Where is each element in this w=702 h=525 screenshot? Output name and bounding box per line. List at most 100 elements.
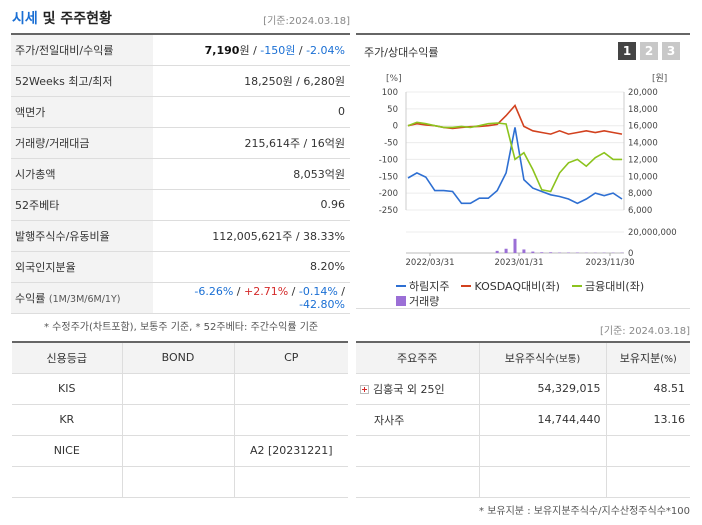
right-tick-label: 18,000 xyxy=(628,105,658,115)
separator: / xyxy=(288,284,299,298)
legend-label: 하림지주 xyxy=(409,279,450,293)
separator: / xyxy=(233,284,244,298)
right-tick-label: 6,000 xyxy=(628,206,652,216)
chart-tab-2[interactable]: 2 xyxy=(640,42,658,60)
row-value: 112,005,621주 / 38.33% xyxy=(153,220,350,252)
right-tick-label: 20,000 xyxy=(628,88,658,98)
expand-plus-icon[interactable] xyxy=(360,384,369,394)
chart-legend: 하림지주 KOSDAQ대비(좌) 금융대비(좌) 거래량 xyxy=(396,278,686,308)
table-cell xyxy=(121,404,234,436)
row-label: 거래량/거래대금 xyxy=(11,127,153,159)
row-value: 215,614주 / 16억원 xyxy=(153,127,350,159)
holders-base-date: [기준: 2024.03.18] xyxy=(599,326,690,337)
return-1m: -6.26% xyxy=(194,284,234,298)
price-value: 7,190원 / -150원 / -2.04% xyxy=(153,34,350,66)
holder-name xyxy=(356,466,479,498)
left-tick-label: -250 xyxy=(379,206,398,216)
return-6m: -0.14% xyxy=(298,284,338,298)
holder-shares: 54,329,015 xyxy=(478,373,606,405)
holder-pct xyxy=(605,466,690,498)
table-row xyxy=(356,466,690,498)
separator: / xyxy=(295,43,307,57)
legend-swatch xyxy=(396,284,406,287)
holder-name-cell: 김홍국 외 25인 xyxy=(356,373,479,405)
legend-item-holdings: 하림지주 xyxy=(396,278,449,294)
table-cell xyxy=(121,466,234,498)
price-table-note: * 수정주가(차트포함), 보통주 기준, * 52주베타: 주간수익률 기준 xyxy=(44,322,319,333)
col-header: 주요주주 xyxy=(356,342,479,374)
credit-rating-table: 신용등급 BOND CP KIS KR NICE A2 [20231221] xyxy=(12,341,348,498)
return-1y: -42.80% xyxy=(299,297,345,311)
x-tick-label: 2023/01/31 xyxy=(495,258,544,268)
col-header-sub: (%) xyxy=(660,353,677,365)
left-tick-label: -100 xyxy=(379,155,398,165)
chart-tab-1[interactable]: 1 xyxy=(618,42,636,60)
chart-title: 주가/상대수익률 xyxy=(364,46,439,59)
separator: / xyxy=(337,284,345,298)
left-tick-label: 50 xyxy=(387,105,398,115)
table-row: 52주베타 0.96 xyxy=(11,189,350,221)
section-title: 시세 및 주주현황 xyxy=(12,8,112,28)
table-cell xyxy=(121,373,234,405)
chart-tab-group: 1 2 3 xyxy=(618,42,680,60)
legend-label: KOSDAQ대비(좌) xyxy=(474,279,560,293)
holder-pct: 13.16 xyxy=(605,404,690,436)
table-row: 주가/전일대비/수익률 7,190원 / -150원 / -2.04% xyxy=(11,34,350,66)
volume-bar xyxy=(513,238,517,253)
return-3m: +2.71% xyxy=(244,284,289,298)
series-line-3 xyxy=(407,121,622,193)
right-tick-label: 14,000 xyxy=(628,139,658,149)
right-tick-label: 16,000 xyxy=(628,122,658,132)
price-unit: 원 xyxy=(239,43,250,57)
col-header: CP xyxy=(233,342,348,374)
major-holders-table: 주요주주 보유주식수(보통) 보유지분(%) 김홍국 외 25인 54,329,… xyxy=(356,341,690,498)
price-info-table: 주가/전일대비/수익률 7,190원 / -150원 / -2.04% 52We… xyxy=(11,33,350,314)
table-row: KIS xyxy=(12,373,348,405)
left-tick-label: -200 xyxy=(379,189,398,199)
volume-bar xyxy=(495,250,499,253)
row-label: 시가총액 xyxy=(11,158,153,190)
row-value: 0.96 xyxy=(153,189,350,221)
row-label: 액면가 xyxy=(11,96,153,128)
separator: / xyxy=(249,43,261,57)
col-header-main: 보유주식수 xyxy=(504,351,556,365)
section-title-highlight: 시세 xyxy=(12,11,38,27)
table-row: 수익률 (1M/3M/6M/1Y) -6.26% / +2.71% / -0.1… xyxy=(11,282,350,314)
legend-label: 금융대비(좌) xyxy=(584,279,645,293)
row-label: 발행주식수/유동비율 xyxy=(11,220,153,252)
holders-note: * 보유지분 : 보유지분주식수/지수산정주식수*100 xyxy=(479,506,690,517)
col-header: BOND xyxy=(121,342,234,374)
table-cell: KR xyxy=(12,404,122,436)
current-price: 7,190 xyxy=(204,43,240,57)
table-row xyxy=(356,435,690,467)
table-row xyxy=(12,466,348,498)
volume-bar xyxy=(522,249,526,253)
chart-tab-3[interactable]: 3 xyxy=(662,42,680,60)
table-cell: NICE xyxy=(12,435,122,467)
row-value: 8,053억원 xyxy=(153,158,350,190)
legend-item-finance: 금융대비(좌) xyxy=(571,278,645,294)
volume-bar xyxy=(540,252,544,253)
x-tick-label: 2022/03/31 xyxy=(406,258,455,268)
holder-shares xyxy=(478,466,606,498)
left-axis-unit: [%] xyxy=(386,74,402,84)
series-line-1 xyxy=(407,127,623,205)
volume-bar xyxy=(549,252,553,253)
holder-shares xyxy=(478,435,606,467)
volume-tick-label: 20,000,000 xyxy=(628,228,677,238)
row-label: 수익률 (1M/3M/6M/1Y) xyxy=(11,282,153,314)
table-row: NICE A2 [20231221] xyxy=(12,435,348,467)
table-cell: A2 [20231221] xyxy=(233,435,348,467)
price-change: -150원 xyxy=(260,43,296,57)
chart-panel: 주가/상대수익률 1 2 3 [%] [원] 100 20,000 50 18,000 0 1… xyxy=(356,33,690,309)
return-label: 수익률 xyxy=(15,291,46,305)
price-change-rate: -2.04% xyxy=(306,43,345,57)
holder-name xyxy=(356,435,479,467)
left-tick-label: 100 xyxy=(382,88,398,98)
table-cell xyxy=(12,466,122,498)
right-tick-label: 10,000 xyxy=(628,172,658,182)
price-chart: [%] [원] 100 20,000 50 18,000 0 16,000 -50 14,000 -… xyxy=(379,73,677,268)
x-tick-label: 2023/11/30 xyxy=(586,258,635,268)
table-row: KR xyxy=(12,404,348,436)
legend-item-kosdaq: KOSDAQ대비(좌) xyxy=(461,278,560,294)
